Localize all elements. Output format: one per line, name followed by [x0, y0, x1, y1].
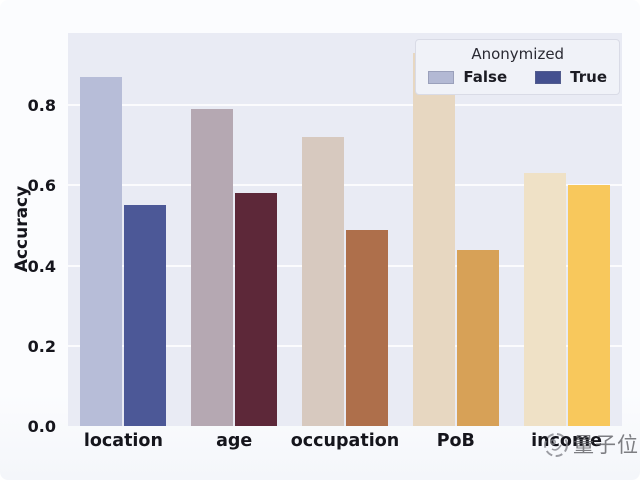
- bar-group-age: [179, 33, 290, 426]
- legend-entry-false: False: [428, 68, 507, 86]
- legend-swatch-false: [428, 70, 455, 84]
- legend: Anonymized False True: [415, 39, 620, 95]
- bar-income-false: [523, 173, 566, 426]
- gridline-0.8: [68, 104, 622, 107]
- bar-group-income: [511, 33, 622, 426]
- y-tick-0.2: 0.2: [27, 336, 56, 356]
- legend-swatch-true: [535, 70, 562, 84]
- bar-PoB-false: [412, 53, 455, 426]
- bar-group-occupation: [290, 33, 401, 426]
- x-tick-income: income: [531, 431, 603, 451]
- y-tick-0.8: 0.8: [27, 96, 56, 116]
- gridline-0.4: [68, 264, 622, 267]
- bar-location-true: [124, 205, 167, 426]
- bar-PoB-true: [456, 249, 499, 426]
- legend-label-true: True: [570, 68, 607, 86]
- gridline-0.6: [68, 184, 622, 187]
- bar-location-false: [80, 77, 123, 426]
- y-tick-0.4: 0.4: [27, 256, 56, 276]
- legend-entries: False True: [428, 68, 607, 86]
- x-tick-location: location: [83, 431, 163, 451]
- legend-label-false: False: [463, 68, 508, 86]
- bar-income-true: [567, 185, 610, 426]
- x-tick-PoB: PoB: [436, 431, 475, 451]
- gridline-0.2: [68, 344, 622, 347]
- bar-age-true: [235, 193, 278, 426]
- plot-area: Anonymized False True: [68, 33, 622, 426]
- bar-occupation-true: [345, 229, 388, 426]
- legend-title: Anonymized: [471, 45, 565, 63]
- y-tick-0.6: 0.6: [27, 176, 56, 196]
- bar-group-location: [68, 33, 179, 426]
- bars: [68, 33, 622, 426]
- bar-age-false: [191, 109, 234, 426]
- y-tick-0.0: 0.0: [27, 417, 56, 436]
- x-tick-occupation: occupation: [290, 431, 400, 451]
- x-tick-age: age: [216, 431, 253, 451]
- bar-occupation-false: [301, 137, 344, 426]
- legend-entry-true: True: [535, 68, 607, 86]
- y-axis-ticks: 0.0 0.2 0.4 0.6 0.8: [0, 33, 60, 436]
- bar-group-PoB: [400, 33, 511, 426]
- x-axis-ticks: location age occupation PoB income: [68, 431, 622, 451]
